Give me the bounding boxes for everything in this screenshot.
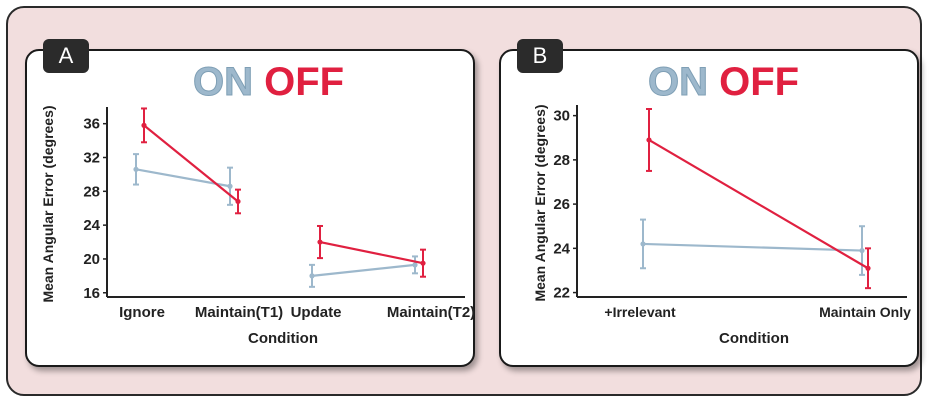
b-series-on-point-0 xyxy=(640,241,646,247)
a-series-off-point-1 xyxy=(235,198,241,205)
a-series-off-point-3 xyxy=(420,260,426,266)
a-y-tick-label-0: 16 xyxy=(83,285,100,302)
chart-a: ON OFF 16 20 24 28 32 36 Ignore Maintain(T1) Upda… xyxy=(40,60,475,348)
b-y-tick-label-4: 30 xyxy=(553,108,570,125)
b-legend: ON OFF xyxy=(648,60,799,104)
b-y-tick-label-0: 22 xyxy=(553,285,570,302)
panel-a-label: A xyxy=(43,39,89,73)
b-x-tick-label-1: Maintain Only xyxy=(819,304,911,320)
a-series-on-point-1 xyxy=(227,183,233,189)
a-series-off-line-1 xyxy=(319,240,424,265)
b-series-off-point-1 xyxy=(865,265,871,271)
a-series-on-point-0 xyxy=(133,166,139,172)
b-y-tick-label-1: 24 xyxy=(553,240,570,257)
b-y-axis-label: Mean Angular Error (degrees) xyxy=(532,104,548,301)
a-legend: ON OFF xyxy=(193,60,344,104)
a-series-off-point-2 xyxy=(317,239,323,245)
a-y-axis-label: Mean Angular Error (degrees) xyxy=(40,105,56,302)
a-legend-space xyxy=(253,60,264,104)
a-series-off-point-0 xyxy=(141,122,147,128)
b-y-tick-label-2: 26 xyxy=(553,196,570,213)
b-y-tick-label-3: 28 xyxy=(553,152,570,169)
a-y-tick-label-1: 20 xyxy=(83,251,100,268)
a-x-tick-label-0: Ignore xyxy=(119,304,165,321)
panel-b: B ON OFF 22 24 26 28 30 +Irrelevant Maintain On… xyxy=(499,39,919,367)
a-legend-on: ON xyxy=(193,60,253,104)
a-series-on-line-1 xyxy=(311,263,416,277)
panel-b-label: B xyxy=(517,39,563,73)
chart-b: ON OFF 22 24 26 28 30 +Irrelevant Maintain Only… xyxy=(532,60,911,348)
a-series-on-point-2 xyxy=(309,273,315,279)
b-legend-space xyxy=(708,60,719,104)
b-series-off-line-0 xyxy=(648,139,869,270)
b-x-axis-label: Condition xyxy=(719,330,789,347)
a-series-off-line-0 xyxy=(143,124,239,203)
panel-a: A ON OFF 16 20 24 28 32 36 Ignore Maintain(T1) Up… xyxy=(25,39,475,367)
b-legend-on: ON xyxy=(648,60,708,104)
b-legend-off: OFF xyxy=(719,60,799,104)
a-series-on-point-3 xyxy=(412,262,418,268)
a-legend-off: OFF xyxy=(264,60,344,104)
b-series-on-line-0 xyxy=(642,242,863,252)
b-x-tick-label-0: +Irrelevant xyxy=(604,304,676,320)
a-x-tick-label-1: Maintain(T1) xyxy=(195,304,283,321)
a-y-tick-label-4: 32 xyxy=(83,150,100,167)
a-y-tick-label-5: 36 xyxy=(83,116,100,133)
figure-frame: A ON OFF 16 20 24 28 32 36 Ignore Maintain(T1) Up… xyxy=(6,6,922,396)
a-x-axis-label: Condition xyxy=(248,330,318,347)
a-y-tick-label-3: 28 xyxy=(83,183,100,200)
a-x-tick-label-2: Update xyxy=(291,304,342,321)
a-x-tick-label-3: Maintain(T2) xyxy=(387,304,475,321)
b-series-on-point-1 xyxy=(859,247,865,254)
b-series-off-point-0 xyxy=(646,137,652,143)
a-y-tick-label-2: 24 xyxy=(83,217,100,234)
